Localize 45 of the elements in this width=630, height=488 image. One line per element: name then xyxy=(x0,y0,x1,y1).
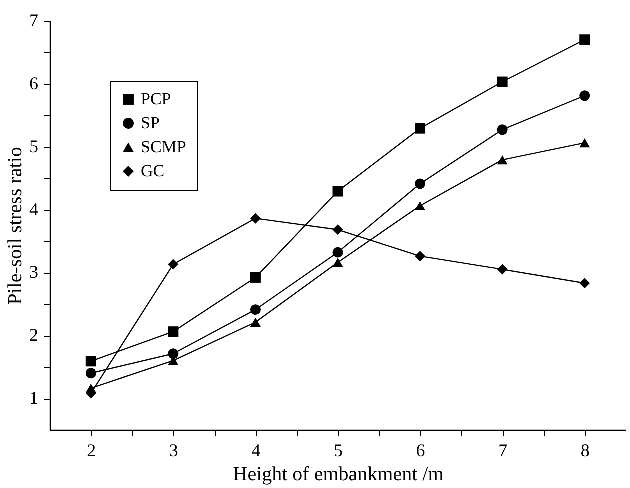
point xyxy=(415,201,426,211)
y-tick-label: 6 xyxy=(30,73,38,94)
x-tick-label: 3 xyxy=(169,440,178,460)
point xyxy=(415,178,426,190)
point xyxy=(168,259,179,270)
point xyxy=(250,318,261,327)
point xyxy=(415,123,426,134)
point xyxy=(415,251,426,262)
legend-label: SCMP xyxy=(141,138,186,156)
y-axis-title: Pile-soil stress ratio xyxy=(4,147,26,305)
y-tick-label: 5 xyxy=(30,136,38,156)
x-tick-label: 6 xyxy=(416,440,426,460)
point xyxy=(580,90,590,102)
point xyxy=(332,247,344,258)
x-tick-label: 5 xyxy=(334,440,343,460)
point xyxy=(86,356,96,367)
y-tick-label: 4 xyxy=(30,199,38,220)
point xyxy=(86,368,96,379)
point xyxy=(580,138,590,148)
point xyxy=(580,278,590,289)
point xyxy=(497,76,508,88)
point xyxy=(250,272,261,283)
y-tick-label: 1 xyxy=(30,388,38,408)
point xyxy=(332,186,344,197)
point xyxy=(168,326,179,338)
point xyxy=(250,213,261,224)
legend-label: GC xyxy=(141,162,165,180)
point xyxy=(250,304,261,316)
point xyxy=(332,258,344,268)
y-tick-label: 2 xyxy=(30,325,38,346)
x-axis-title: Height of embankment /m xyxy=(233,464,444,486)
legend-label: SP xyxy=(141,114,160,132)
x-tick-label: 7 xyxy=(498,440,508,460)
y-tick-label: 3 xyxy=(30,262,38,282)
point xyxy=(497,124,508,136)
y-tick-label: 7 xyxy=(30,10,38,30)
x-tick-label: 2 xyxy=(87,440,96,460)
point xyxy=(497,264,508,275)
x-tick-label: 4 xyxy=(252,440,261,460)
point xyxy=(497,156,508,165)
point xyxy=(580,34,590,46)
point xyxy=(332,224,344,236)
point xyxy=(168,348,179,360)
legend-label: PCP xyxy=(141,90,172,108)
x-tick-label: 8 xyxy=(580,440,590,460)
